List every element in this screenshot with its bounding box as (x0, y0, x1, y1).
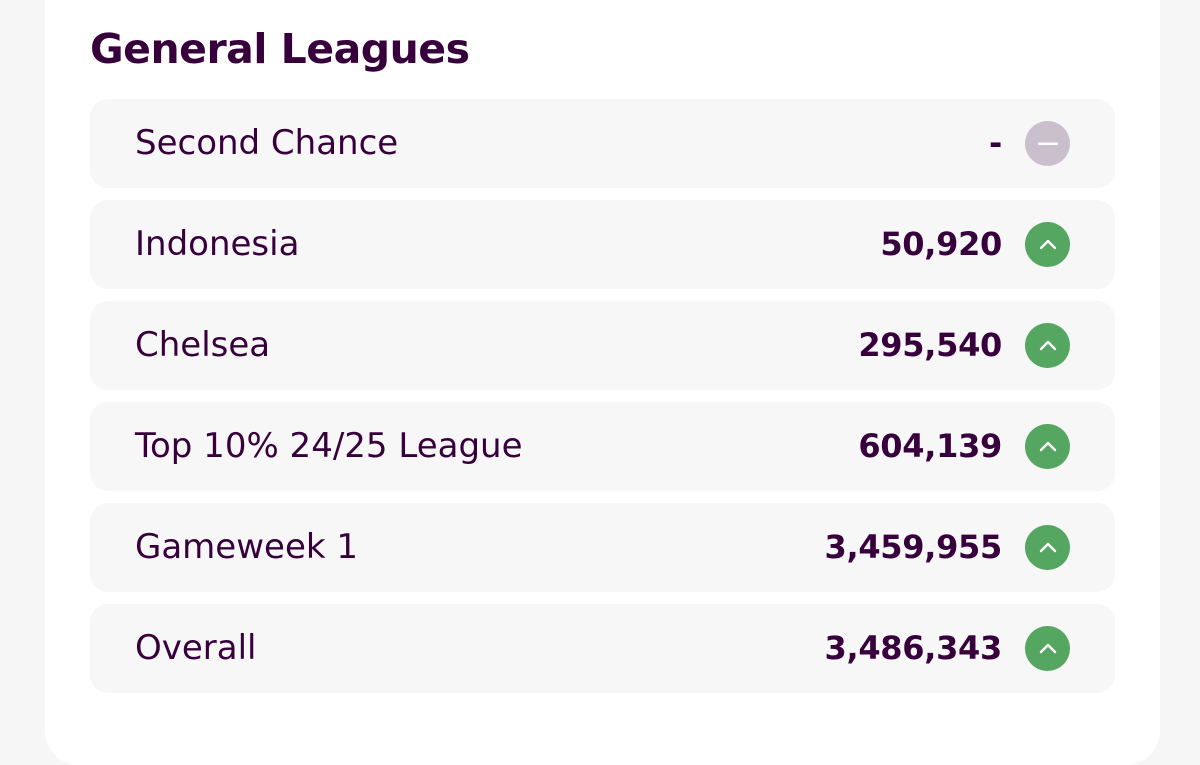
league-rank: 50,920 (880, 225, 1002, 263)
league-row-chelsea[interactable]: Chelsea 295,540 (90, 301, 1115, 390)
league-rank: 3,486,343 (824, 629, 1003, 667)
league-row-second-chance[interactable]: Second Chance - (90, 99, 1115, 188)
league-row-indonesia[interactable]: Indonesia 50,920 (90, 200, 1115, 289)
league-rank: - (989, 124, 1002, 162)
league-name: Gameweek 1 (135, 527, 358, 567)
league-row-top-10-percent[interactable]: Top 10% 24/25 League 604,139 (90, 402, 1115, 491)
league-rank: 3,459,955 (824, 528, 1003, 566)
chevron-up-icon (1025, 222, 1070, 267)
league-name: Indonesia (135, 224, 300, 264)
league-row-gameweek-1[interactable]: Gameweek 1 3,459,955 (90, 503, 1115, 592)
chevron-up-icon (1025, 525, 1070, 570)
league-name: Top 10% 24/25 League (135, 426, 523, 466)
league-row-overall[interactable]: Overall 3,486,343 (90, 604, 1115, 693)
league-name: Chelsea (135, 325, 271, 365)
chevron-up-icon (1025, 626, 1070, 671)
minus-icon (1025, 121, 1070, 166)
league-rank: 604,139 (858, 427, 1002, 465)
league-name: Overall (135, 628, 257, 668)
chevron-up-icon (1025, 323, 1070, 368)
section-title: General Leagues (90, 25, 470, 73)
chevron-up-icon (1025, 424, 1070, 469)
league-name: Second Chance (135, 123, 399, 163)
league-rank: 295,540 (858, 326, 1002, 364)
league-list: Second Chance - Indonesia 50,920 Chelsea… (90, 99, 1115, 705)
